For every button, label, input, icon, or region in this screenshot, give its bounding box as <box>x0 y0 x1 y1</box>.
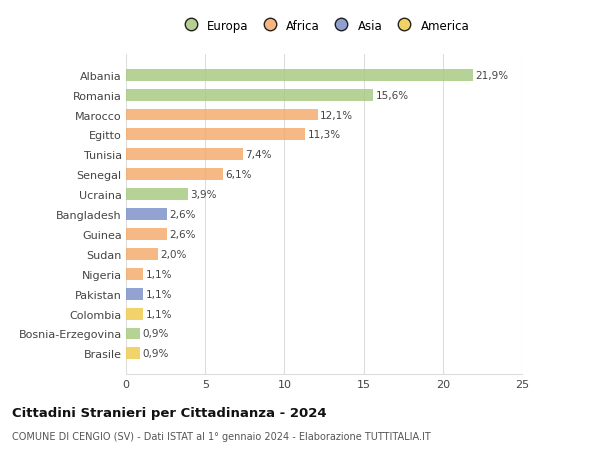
Bar <box>126 129 305 141</box>
Text: 2,6%: 2,6% <box>170 230 196 240</box>
Bar <box>126 308 143 320</box>
Text: 0,9%: 0,9% <box>143 349 169 358</box>
Text: 6,1%: 6,1% <box>225 170 251 180</box>
Bar <box>126 149 243 161</box>
Text: 1,1%: 1,1% <box>146 289 172 299</box>
Text: 1,1%: 1,1% <box>146 269 172 279</box>
Bar <box>126 328 140 340</box>
Text: 21,9%: 21,9% <box>475 71 508 80</box>
Bar <box>126 189 188 201</box>
Text: 7,4%: 7,4% <box>245 150 272 160</box>
Bar <box>126 268 143 280</box>
Bar <box>126 288 143 300</box>
Bar <box>126 109 317 121</box>
Legend: Europa, Africa, Asia, America: Europa, Africa, Asia, America <box>179 19 469 33</box>
Bar <box>126 347 140 359</box>
Text: 2,6%: 2,6% <box>170 210 196 219</box>
Bar <box>126 209 167 220</box>
Text: Cittadini Stranieri per Cittadinanza - 2024: Cittadini Stranieri per Cittadinanza - 2… <box>12 406 326 419</box>
Text: 12,1%: 12,1% <box>320 110 353 120</box>
Text: 2,0%: 2,0% <box>160 249 187 259</box>
Text: 1,1%: 1,1% <box>146 309 172 319</box>
Text: 11,3%: 11,3% <box>307 130 340 140</box>
Bar <box>126 90 373 101</box>
Text: 3,9%: 3,9% <box>190 190 217 200</box>
Text: 15,6%: 15,6% <box>376 90 409 101</box>
Text: COMUNE DI CENGIO (SV) - Dati ISTAT al 1° gennaio 2024 - Elaborazione TUTTITALIA.: COMUNE DI CENGIO (SV) - Dati ISTAT al 1°… <box>12 431 431 442</box>
Bar <box>126 229 167 241</box>
Text: 0,9%: 0,9% <box>143 329 169 339</box>
Bar <box>126 248 158 260</box>
Bar <box>126 169 223 181</box>
Bar <box>126 70 473 82</box>
